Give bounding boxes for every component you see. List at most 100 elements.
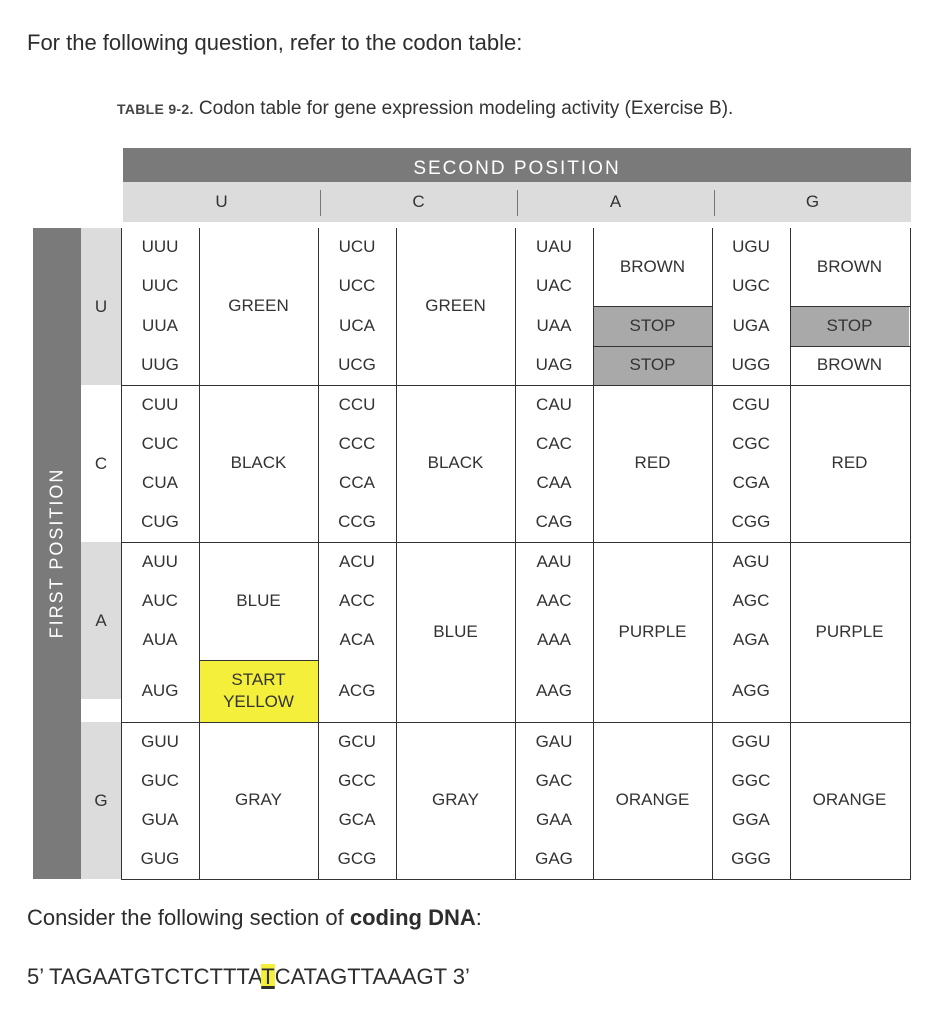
codon-cell: CUU [141, 394, 179, 414]
amino-color-cell: GRAY [235, 790, 282, 810]
amino-color-cell: PURPLE [618, 621, 687, 641]
divider [714, 190, 715, 216]
codon-cell: GGG [731, 849, 771, 869]
codon-cell: GAG [535, 849, 573, 869]
grid-line [593, 306, 712, 307]
grid-line [712, 228, 713, 879]
codon-cell: UCC [338, 276, 376, 296]
codon-cell: AUC [142, 591, 178, 611]
codon-cell: UGU [732, 237, 770, 257]
codon-cell: AAA [536, 630, 572, 650]
first-position-label: FIRST POSITION [46, 467, 67, 639]
codon-cell: AGC [732, 591, 770, 611]
codon-cell: UGA [732, 315, 770, 335]
codon-cell: GAU [535, 731, 573, 751]
codon-cell: UCU [338, 237, 376, 257]
divider [517, 190, 518, 216]
caption-text: Codon table for gene expression modeling… [198, 98, 734, 119]
codon-cell: AUG [141, 680, 179, 700]
codon-cell: CCU [338, 394, 376, 414]
codon-cell: CCG [338, 512, 376, 532]
codon-cell: AUA [142, 630, 178, 650]
dna-highlighted-base: T [261, 964, 275, 989]
grid-line [121, 722, 911, 723]
codon-cell: CCC [338, 434, 376, 454]
codon-cell: AAU [536, 551, 572, 571]
codon-cell: AAG [536, 680, 572, 700]
codon-cell: GAA [536, 810, 572, 830]
codon-cell: GGA [732, 810, 770, 830]
start-label: YELLOW [223, 692, 294, 711]
codon-cell: ACG [338, 680, 376, 700]
codon-table: UUU UUC UUA UUG CUU CUC CUA CUG AUU AUC AUA AUG GUU G… [121, 228, 911, 880]
codon-cell: UUC [141, 276, 179, 296]
amino-color-cell: RED [831, 453, 868, 473]
grid-line [593, 346, 712, 347]
amino-color-cell: GREEN [425, 296, 486, 316]
intro-text: For the following question, refer to the… [27, 30, 523, 55]
codon-cell: CUA [142, 473, 178, 493]
codon-cell: AGA [733, 630, 769, 650]
grid-line [396, 228, 397, 879]
codon-cell: GCC [338, 771, 376, 791]
amino-color-cell: BROWN [816, 355, 883, 375]
codon-cell: GGC [731, 771, 771, 791]
amino-color-cell: BROWN [816, 256, 883, 276]
amino-color-cell: ORANGE [812, 790, 887, 810]
codon-cell: AGU [732, 551, 770, 571]
codon-cell: UCA [339, 315, 375, 335]
grid-line [790, 228, 791, 879]
codon-cell: ACA [339, 630, 375, 650]
start-label: START [231, 669, 286, 689]
amino-color-cell: GRAY [432, 790, 479, 810]
codon-cell: CCA [339, 473, 375, 493]
codon-cell: GGU [731, 731, 771, 751]
codon-cell: UUA [142, 315, 178, 335]
codon-cell: AAC [536, 591, 572, 611]
second-position-letters: U C A G [123, 182, 911, 222]
amino-color-cell: ORANGE [615, 790, 690, 810]
codon-cell: UUG [141, 355, 179, 375]
amino-color-cell: BLUE [433, 621, 478, 641]
dna-prefix: 5’ TAGAATGTCTCTTTA [27, 964, 262, 989]
amino-color-cell: BROWN [619, 256, 686, 276]
codon-cell: GUG [140, 849, 180, 869]
codon-cell: GCU [338, 731, 376, 751]
codon-cell: UAA [536, 315, 572, 335]
codon-cell: UAU [536, 237, 572, 257]
first-letter-g: G [81, 722, 121, 879]
codon-cell: CAU [536, 394, 572, 414]
codon-cell: UGC [732, 276, 770, 296]
dna-suffix: CATAGTTAAAGT 3’ [274, 964, 470, 989]
codon-cell: UAG [535, 355, 573, 375]
codon-cell: UGG [731, 355, 771, 375]
grid-line [121, 542, 911, 543]
grid-line [199, 660, 318, 661]
codon-cell: GAC [535, 771, 573, 791]
first-letter-c: C [81, 385, 121, 542]
codon-cell: UAC [536, 276, 572, 296]
first-position-letters: U C A G [81, 228, 121, 879]
codon-cell: CGU [732, 394, 770, 414]
divider [320, 190, 321, 216]
amino-color-cell: RED [634, 453, 671, 473]
coding-dna-label: coding DNA [349, 905, 476, 930]
grid-line [121, 385, 911, 386]
first-position-header: FIRST POSITION [33, 228, 81, 879]
codon-cell: CGG [731, 512, 771, 532]
codon-cell: CGC [732, 434, 770, 454]
codon-cell: CAG [535, 512, 573, 532]
codon-cell: ACU [339, 551, 375, 571]
codon-cell: GUC [141, 771, 179, 791]
codon-cell: CGA [732, 473, 770, 493]
grid-line [515, 228, 516, 879]
amino-color-cell: BLUE [236, 590, 281, 610]
codon-cell: GCG [337, 849, 377, 869]
amino-color-cell: GREEN [228, 296, 289, 316]
grid-line [790, 306, 911, 307]
codon-cell: GUU [141, 731, 179, 751]
codon-cell: CAC [536, 434, 572, 454]
stop-cell: STOP [790, 306, 909, 346]
codon-cell: UCG [338, 355, 376, 375]
codon-cell: CUC [141, 434, 179, 454]
